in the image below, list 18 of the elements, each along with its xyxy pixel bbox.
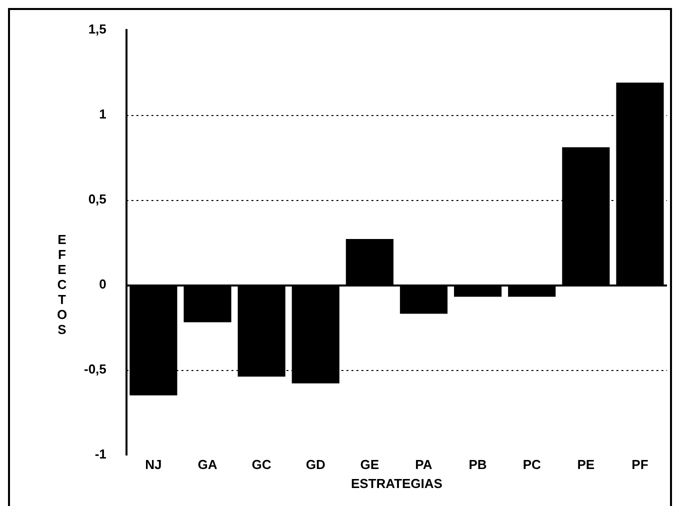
y-tick-label: 0 — [99, 276, 106, 292]
x-tick-label: PB — [468, 457, 487, 472]
y-tick-label: 1 — [99, 106, 106, 122]
x-tick-label: GD — [306, 457, 326, 472]
x-tick-label: PE — [577, 457, 595, 472]
x-tick-label: NJ — [145, 457, 162, 472]
y-tick-label: -0,5 — [84, 361, 106, 376]
y-axis-title: EFECTOS — [56, 232, 68, 337]
x-tick-label: GE — [360, 457, 380, 472]
x-tick-label: PF — [632, 457, 648, 472]
x-tick-label: PC — [522, 457, 542, 472]
y-tick-label: 1,5 — [88, 22, 106, 37]
x-axis-title: ESTRATEGIAS — [350, 476, 443, 491]
y-tick-label: -1 — [94, 446, 106, 462]
x-tick-label: GA — [198, 457, 218, 472]
y-tick-label: 0,5 — [88, 192, 106, 206]
x-tick-label: GC — [252, 457, 272, 472]
x-tick-label: PA — [415, 457, 433, 472]
